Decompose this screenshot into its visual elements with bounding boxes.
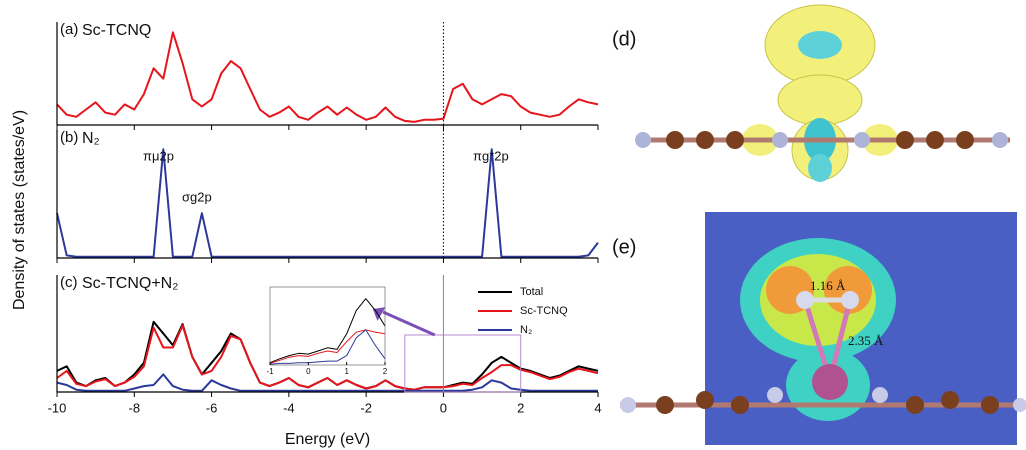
structure-e [620,212,1026,445]
peak-label: πμ2p [143,148,174,163]
x-axis-label: Energy (eV) [285,431,370,448]
panel-title: Sc-TCNQ [82,22,151,39]
panel-label: (a) [60,21,78,38]
x-tick-label: 2 [383,367,388,376]
x-tick-label: -6 [206,400,218,415]
legend-label: N₂ [520,324,532,336]
series-line [270,330,385,364]
x-tick-label: 1 [344,367,349,376]
inset-frame [270,287,385,365]
panel-title: N₂ [82,130,100,147]
panel-label: (c) [60,274,78,291]
y-axis-label: Density of states (states/eV) [11,110,28,310]
bond-length: 2.35 Å [848,333,884,348]
x-tick-label: -10 [48,400,67,415]
figure: (d) (e) 1.16 Å 2.35 Å (a)Sc-TCNQ(b)N₂Den… [0,0,1026,450]
legend-label: Total [520,286,543,298]
x-tick-label: -1 [266,367,274,376]
panel-label: (e) [612,236,636,258]
series-line [270,330,385,364]
structure-d [635,5,1010,182]
series-line [57,322,598,390]
series-line [57,32,598,122]
x-tick-label: 0 [306,367,311,376]
peak-label: πg*2p [473,148,509,163]
legend-label: Sc-TCNQ [520,305,568,317]
x-tick-label: -8 [129,400,141,415]
x-tick-label: -2 [360,400,372,415]
panel-label: (b) [60,129,78,146]
series-line [57,149,598,257]
x-tick-label: 2 [517,400,524,415]
peak-label: σg2p [182,189,212,204]
panel-label: (d) [612,28,636,50]
panel-title: Sc-TCNQ+N₂ [82,275,178,292]
x-tick-label: 4 [594,400,601,415]
x-tick-label: -4 [283,400,295,415]
series-line [57,374,598,390]
x-tick-label: 0 [440,400,447,415]
bond-length: 1.16 Å [810,278,846,293]
zoom-arrow [383,312,435,335]
